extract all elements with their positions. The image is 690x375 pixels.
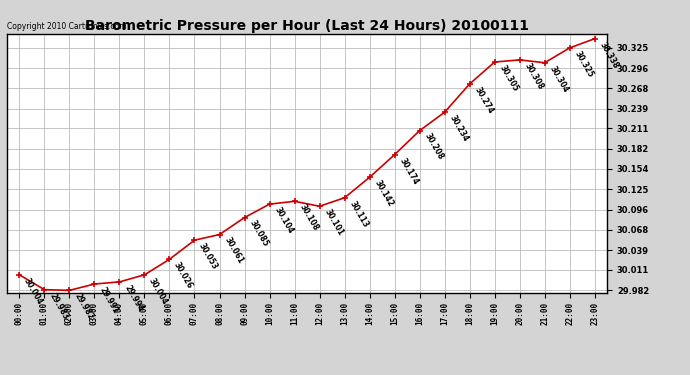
Text: 30.274: 30.274 — [473, 86, 495, 115]
Text: 30.101: 30.101 — [322, 208, 345, 237]
Text: 29.991: 29.991 — [97, 285, 119, 315]
Text: 30.174: 30.174 — [397, 156, 420, 186]
Text: 30.004: 30.004 — [147, 276, 170, 306]
Text: Copyright 2010 Cartronics.com: Copyright 2010 Cartronics.com — [7, 22, 126, 31]
Text: 30.104: 30.104 — [273, 206, 295, 235]
Text: 30.085: 30.085 — [247, 219, 270, 249]
Text: 30.113: 30.113 — [347, 199, 370, 229]
Text: 30.234: 30.234 — [447, 114, 470, 143]
Text: 30.208: 30.208 — [422, 132, 445, 162]
Text: 30.142: 30.142 — [373, 178, 395, 209]
Text: 30.325: 30.325 — [573, 49, 595, 79]
Text: 30.305: 30.305 — [497, 63, 520, 93]
Text: 30.053: 30.053 — [197, 242, 219, 271]
Text: 30.026: 30.026 — [172, 261, 195, 290]
Text: 30.061: 30.061 — [222, 236, 245, 266]
Text: 29.994: 29.994 — [122, 283, 145, 313]
Text: 29.982: 29.982 — [72, 292, 95, 322]
Text: 30.004: 30.004 — [22, 276, 45, 306]
Text: 30.338: 30.338 — [598, 40, 620, 70]
Title: Barometric Pressure per Hour (Last 24 Hours) 20100111: Barometric Pressure per Hour (Last 24 Ho… — [85, 19, 529, 33]
Text: 30.304: 30.304 — [547, 64, 570, 94]
Text: 30.308: 30.308 — [522, 61, 545, 91]
Text: 29.983: 29.983 — [47, 291, 70, 321]
Text: 30.108: 30.108 — [297, 203, 319, 232]
